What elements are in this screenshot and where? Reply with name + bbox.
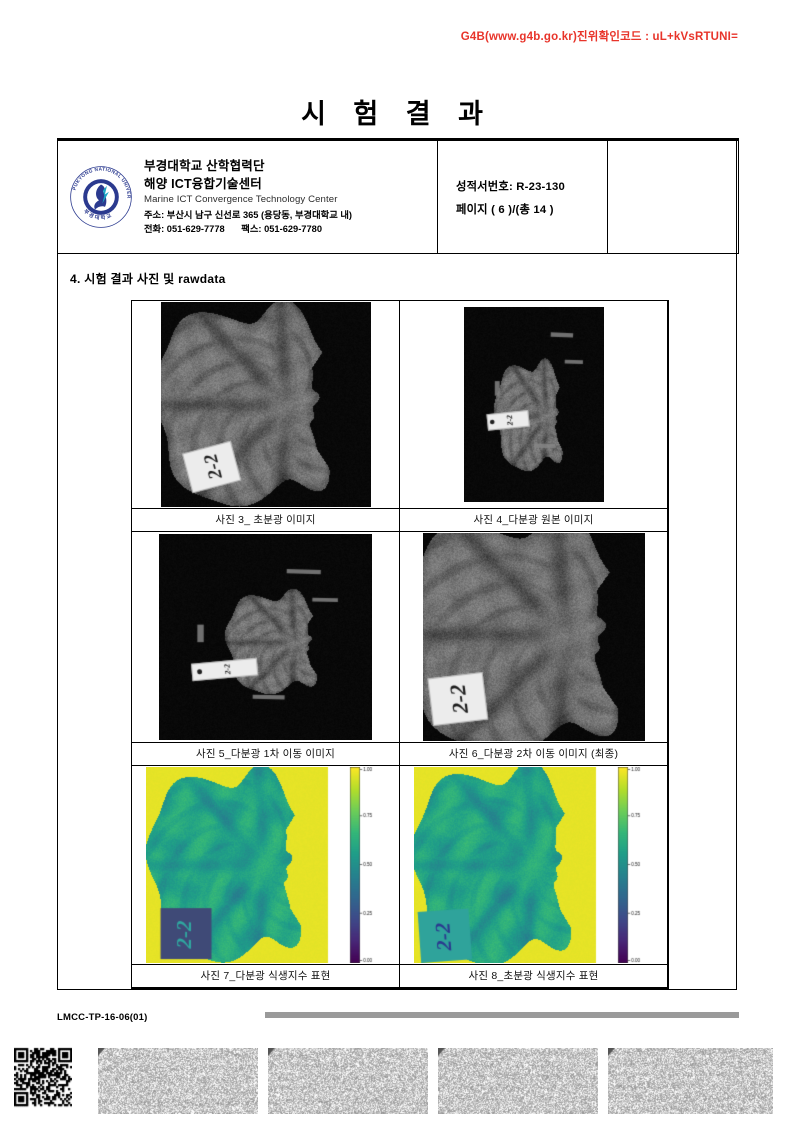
report-header-table: PUKYONG NATIONAL UNIVERSITY 부경대학교 부경대학교 … (57, 140, 739, 254)
rawdata-strip-1 (98, 1048, 258, 1114)
photo-caption-7: 사진 7_다분광 식생지수 표현 (132, 964, 399, 987)
rawdata-strip-4 (608, 1048, 773, 1114)
photo-image-5 (132, 532, 399, 742)
header-certificate-cell: 성적서번호: R-23-130 페이지 ( 6 )/(총 14 ) (438, 141, 608, 253)
photo-cell-8: 사진 8_초분광 식생지수 표현 (399, 765, 668, 988)
rawdata-strip-2 (268, 1048, 428, 1114)
photo-cell-3: 사진 3_ 초분광 이미지 (131, 300, 400, 532)
photo-grid: 사진 3_ 초분광 이미지 사진 4_다분광 원본 이미지 사진 5_다분광 1… (131, 300, 669, 989)
photo-image-6 (400, 532, 667, 742)
org-name-korean-primary: 부경대학교 산학협력단 (144, 159, 265, 174)
phone-number: 051-629-7778 (166, 224, 225, 235)
photo-image-3 (132, 301, 399, 508)
title-rule (57, 138, 739, 140)
report-frame (57, 140, 737, 990)
section-heading: 4. 시험 결과 사진 및 rawdata (70, 272, 226, 286)
rawdata-strip-3 (438, 1048, 598, 1114)
org-name-korean-secondary: 해양 ICT융합기술센터 (144, 176, 263, 191)
organization-text-block: 부경대학교 산학협력단 해양 ICT융합기술센터 Marine ICT Conv… (144, 158, 352, 235)
header-blank-cell (608, 141, 738, 253)
page-title: 시 험 결 과 (301, 99, 493, 129)
footer-grey-bar (265, 1012, 739, 1018)
page-number: 페이지 ( 6 )/(총 14 ) (456, 203, 554, 216)
photo-cell-7: 사진 7_다분광 식생지수 표현 (131, 765, 400, 988)
phone-label: 전화: (144, 224, 165, 235)
photo-image-4 (400, 301, 667, 508)
photo-image-8 (400, 766, 667, 964)
photo-caption-4: 사진 4_다분광 원본 이미지 (400, 508, 667, 531)
certificate-number: 성적서번호: R-23-130 (456, 180, 565, 193)
fax-label: 팩스: (241, 224, 262, 235)
photo-caption-3: 사진 3_ 초분광 이미지 (132, 508, 399, 531)
photo-caption-8: 사진 8_초분광 식생지수 표현 (400, 964, 667, 987)
photo-cell-6: 사진 6_다분광 2차 이동 이미지 (최종) (399, 531, 668, 766)
org-name-english: Marine ICT Convergence Technology Center (144, 194, 338, 206)
pukyong-university-logo: PUKYONG NATIONAL UNIVERSITY 부경대학교 (66, 160, 134, 230)
photo-cell-5: 사진 5_다분광 1차 이동 이미지 (131, 531, 400, 766)
photo-caption-5: 사진 5_다분광 1차 이동 이미지 (132, 742, 399, 765)
photo-image-7 (132, 766, 399, 964)
qr-code (14, 1041, 72, 1113)
footer-document-code: LMCC-TP-16-06(01) (57, 1012, 148, 1023)
photo-caption-6: 사진 6_다분광 2차 이동 이미지 (최종) (400, 742, 667, 765)
photo-cell-4: 사진 4_다분광 원본 이미지 (399, 300, 668, 532)
header-organization-cell: PUKYONG NATIONAL UNIVERSITY 부경대학교 부경대학교 … (58, 141, 438, 253)
org-contact-line: 전화: 051-629-7778 팩스: 051-629-7780 (144, 223, 352, 235)
verification-code-text: G4B(www.g4b.go.kr)진위확인코드 : uL+kVsRTUNI= (460, 31, 738, 43)
fax-number: 051-629-7780 (264, 224, 322, 235)
org-address: 주소: 부산시 남구 신선로 365 (용당동, 부경대학교 내) (144, 210, 352, 221)
